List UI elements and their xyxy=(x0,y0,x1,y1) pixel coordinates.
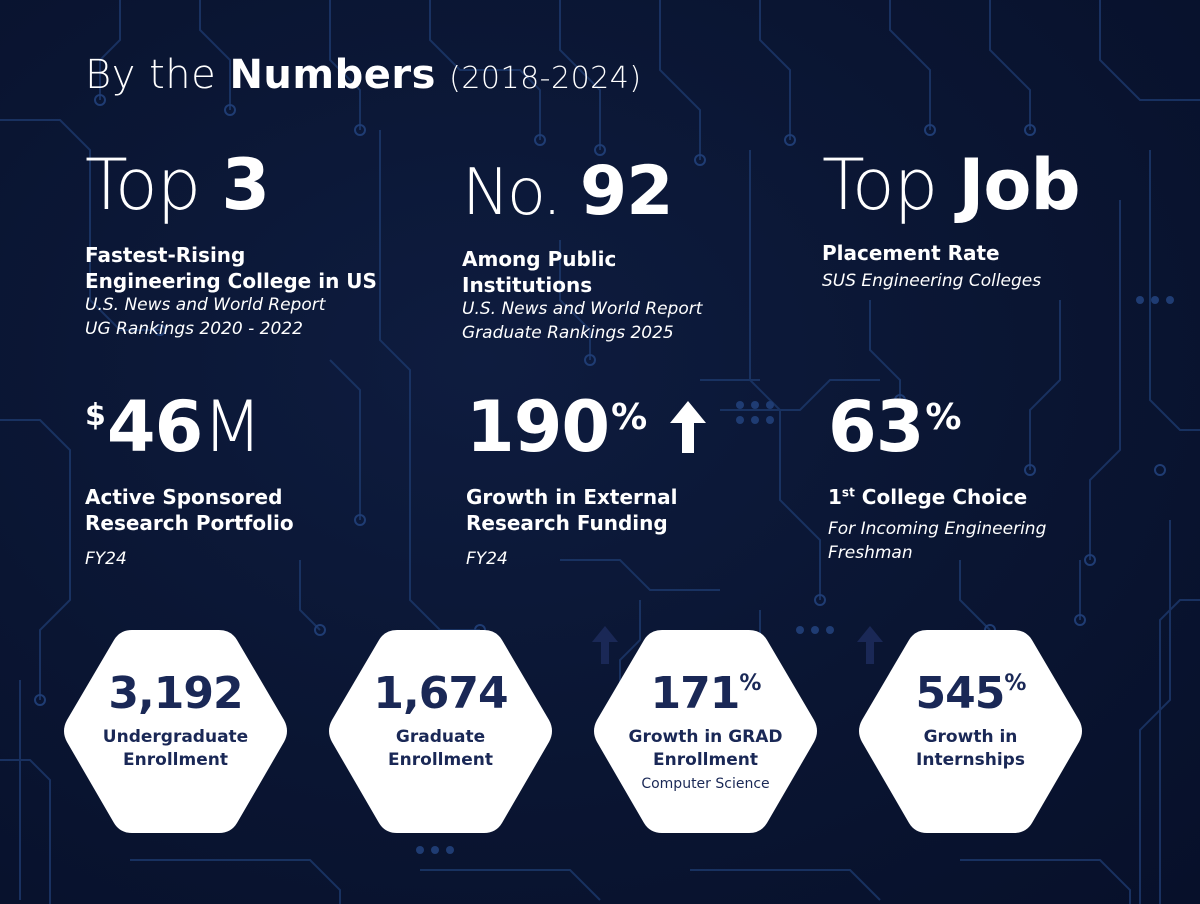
hexagon-content: 171% Growth in GRAD Enrollment Computer … xyxy=(590,626,821,837)
stat-label-line: Institutions xyxy=(462,273,593,297)
stat-value-light: Top xyxy=(822,144,938,226)
stat-prefix: $ xyxy=(85,398,106,433)
stat-label: 1st College Choice xyxy=(828,484,1046,510)
hexagon-label: Growth in Internships xyxy=(855,726,1086,772)
stat-label-line: Growth in External xyxy=(466,485,678,509)
stat-label-ordinal: 1 xyxy=(828,485,842,509)
hexagon-label: Growth in GRAD Enrollment xyxy=(590,726,821,772)
stat-value: Top Job xyxy=(822,150,1081,220)
stat-label-line: Research Portfolio xyxy=(85,511,294,535)
stat-source: FY24 xyxy=(85,549,127,569)
page-title: By the Numbers (2018-2024) xyxy=(85,52,642,98)
hexagon-content: 1,674 Graduate Enrollment xyxy=(325,626,556,837)
stat-63-pct: 63% 1st College Choice For Incoming Engi… xyxy=(828,392,1046,566)
stat-value-bold: Job xyxy=(958,144,1080,226)
stat-label: Among Public Institutions xyxy=(462,246,702,298)
stat-label-rest: College Choice xyxy=(861,485,1028,509)
stat-value: Top 3 xyxy=(85,150,377,220)
hexagon-label-line: Growth in xyxy=(923,727,1018,747)
stat-source: For Incoming Engineering Freshman xyxy=(828,518,1046,566)
stat-number: 63 xyxy=(828,386,924,468)
hexagon-graduate-enrollment: 1,674 Graduate Enrollment xyxy=(325,626,556,837)
stat-label-line: Fastest-Rising xyxy=(85,243,246,267)
stat-value-light: No. xyxy=(462,156,562,230)
hexagon-number: 171 xyxy=(650,668,741,719)
hexagon-value: 171% xyxy=(590,626,821,716)
hexagon-suffix: % xyxy=(739,671,761,696)
title-years: (2018-2024) xyxy=(449,61,642,96)
stat-value-light: Top xyxy=(85,144,201,226)
stat-190-pct: 190% Growth in External Research Funding… xyxy=(466,392,706,572)
up-arrow-icon xyxy=(592,626,618,664)
hexagon-number: 545 xyxy=(915,668,1006,719)
hexagon-shape xyxy=(329,630,552,833)
hexagon-label-line: Enrollment xyxy=(123,749,228,770)
stat-number: 190 xyxy=(466,386,610,468)
stat-source-line: U.S. News and World Report xyxy=(85,295,326,315)
stat-top-job: Top Job Placement Rate SUS Engineering C… xyxy=(822,150,1081,294)
stat-value: 190% xyxy=(466,392,706,462)
hexagon-shape xyxy=(594,630,817,833)
stat-label-line: Among Public xyxy=(462,247,617,271)
hexagon-label: Graduate Enrollment xyxy=(325,726,556,772)
stat-top-3: Top 3 Fastest-Rising Engineering College… xyxy=(85,150,377,342)
stat-no-92: No. 92 Among Public Institutions U.S. Ne… xyxy=(462,158,702,346)
hexagon-label-line: Enrollment xyxy=(653,749,758,770)
hexagon-shape xyxy=(859,630,1082,833)
stat-source-line: SUS Engineering Colleges xyxy=(822,271,1042,291)
hexagon-suffix: % xyxy=(1004,671,1026,696)
hexagon-undergraduate-enrollment: 3,192 Undergraduate Enrollment xyxy=(60,626,291,837)
stat-value: $46M xyxy=(85,392,294,462)
stat-value: 63% xyxy=(828,392,1046,462)
hexagon-label-line: Graduate xyxy=(395,727,486,747)
hexagon-value: 545% xyxy=(855,626,1086,716)
stat-suffix: M xyxy=(202,386,262,468)
stat-source: U.S. News and World Report UG Rankings 2… xyxy=(85,294,377,342)
hexagon-label-line: Internships xyxy=(916,749,1025,770)
stat-label-ordinal-suffix: st xyxy=(841,485,855,500)
hexagon-sublabel: Computer Science xyxy=(641,775,770,792)
stat-label-line: Placement Rate xyxy=(822,241,1000,265)
hexagon-shape xyxy=(64,630,287,833)
stat-suffix: % xyxy=(611,397,647,438)
hexagon-label-line: Growth in GRAD xyxy=(628,727,783,747)
stat-label: Active Sponsored Research Portfolio xyxy=(85,484,294,536)
stat-value: No. 92 xyxy=(462,158,702,226)
hexagon-internships-growth: 545% Growth in Internships xyxy=(855,626,1086,837)
stat-source: FY24 xyxy=(466,549,508,569)
hexagon-label-line: Undergraduate xyxy=(102,727,249,747)
hexagon-label-line: Enrollment xyxy=(388,749,493,770)
up-arrow-icon xyxy=(857,626,883,664)
title-bold: Numbers xyxy=(229,52,436,98)
stat-source-line: U.S. News and World Report xyxy=(462,299,703,319)
hexagon-grad-enrollment-growth: 171% Growth in GRAD Enrollment Computer … xyxy=(590,626,821,837)
stat-suffix: % xyxy=(925,397,961,438)
stat-source: SUS Engineering Colleges xyxy=(822,270,1080,294)
hexagon-value: 1,674 xyxy=(373,668,508,719)
stat-source-line: Graduate Rankings 2025 xyxy=(462,322,674,343)
hexagon-content: 545% Growth in Internships xyxy=(855,626,1086,837)
stat-number: 46 xyxy=(106,386,203,468)
stat-value-bold: 3 xyxy=(221,144,270,226)
title-lead: By the xyxy=(85,52,217,98)
stat-source-line: Freshman xyxy=(828,542,913,563)
stat-label: Fastest-Rising Engineering College in US xyxy=(85,242,377,294)
stat-source-line: UG Rankings 2020 - 2022 xyxy=(85,318,303,339)
stat-46m: $46M Active Sponsored Research Portfolio… xyxy=(85,392,294,572)
stat-label-line: Engineering College in US xyxy=(85,269,377,293)
hexagon-content: 3,192 Undergraduate Enrollment xyxy=(60,626,291,837)
stat-label: Growth in External Research Funding xyxy=(466,484,706,536)
hexagon-label: Undergraduate Enrollment xyxy=(60,726,291,772)
stat-source: U.S. News and World Report Graduate Rank… xyxy=(462,298,702,346)
stat-label-line: Active Sponsored xyxy=(85,485,283,509)
stat-source-line: For Incoming Engineering xyxy=(828,519,1047,539)
up-arrow-icon xyxy=(669,401,706,453)
stat-label-line: Research Funding xyxy=(466,511,668,535)
hexagon-value: 3,192 xyxy=(108,668,243,719)
stat-value-bold: 92 xyxy=(579,152,674,231)
stat-label: Placement Rate xyxy=(822,240,1080,266)
